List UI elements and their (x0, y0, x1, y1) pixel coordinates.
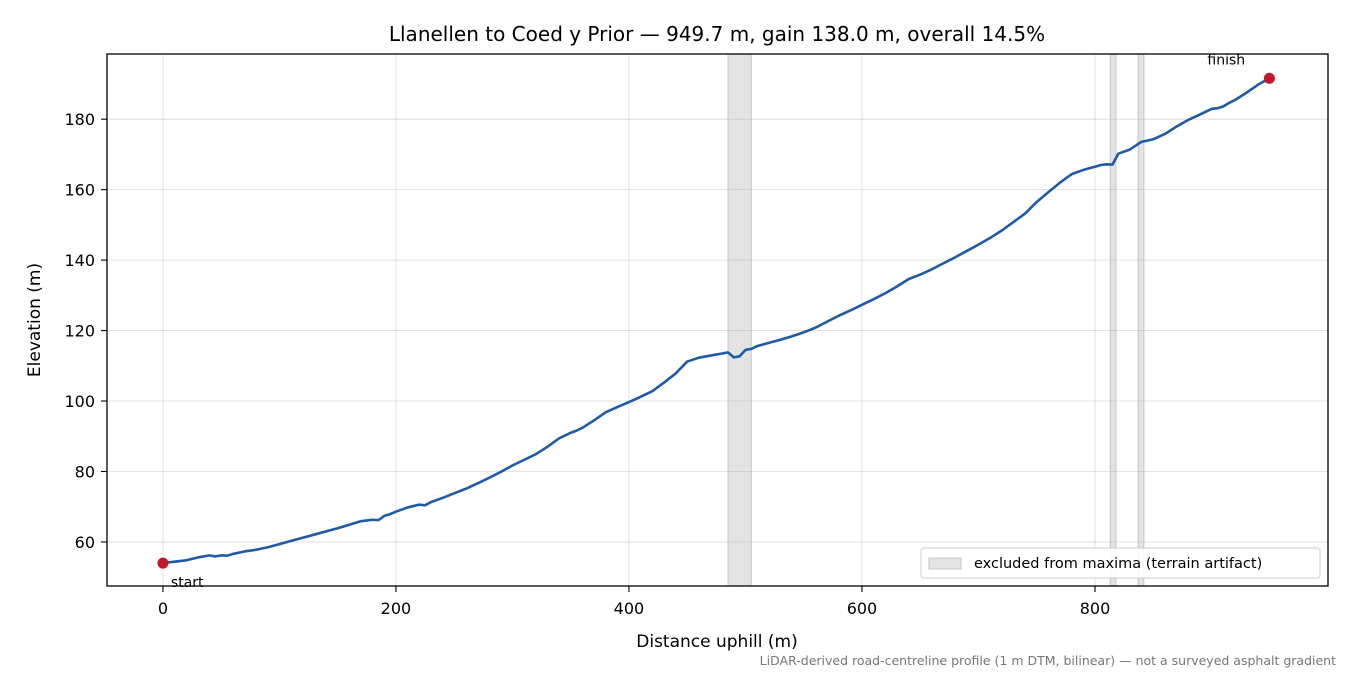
y-tick-label-2: 100 (64, 392, 95, 411)
plot-frame (106, 53, 1329, 587)
y-tick-label-5: 160 (64, 181, 95, 200)
footnote: LiDAR-derived road-centreline profile (1… (760, 653, 1336, 668)
grid-lines (107, 54, 1328, 586)
axis-ticks: 0 200 400 600 800 60 80 100 120 140 160 180 (64, 110, 1110, 618)
finish-label: finish (1207, 52, 1245, 68)
y-tick-label-6: 180 (64, 110, 95, 129)
y-tick-label-1: 80 (75, 462, 95, 481)
start-label: start (171, 575, 204, 591)
x-tick-label-0: 0 (158, 599, 168, 618)
chart-title: Llanellen to Coed y Prior — 949.7 m, gai… (389, 22, 1045, 46)
y-tick-label-4: 140 (64, 251, 95, 270)
series-layer (161, 77, 1271, 565)
legend-swatch-excluded (928, 557, 962, 570)
legend-box (920, 547, 1321, 579)
y-tick-label-0: 60 (75, 533, 95, 552)
y-axis-label: Elevation (m) (25, 263, 45, 377)
excluded-band-2 (1137, 53, 1145, 587)
x-axis-label: Distance uphill (m) (636, 632, 797, 652)
excluded-band-1 (1109, 53, 1117, 587)
excluded-band-0 (727, 53, 752, 587)
x-tick-label-3: 600 (847, 599, 878, 618)
y-tick-label-3: 120 (64, 322, 95, 341)
x-tick-label-2: 400 (614, 599, 645, 618)
endpoint-markers: start finish (157, 52, 1275, 591)
finish-marker (1263, 72, 1275, 84)
x-tick-label-4: 800 (1080, 599, 1111, 618)
x-tick-label-1: 200 (381, 599, 412, 618)
legend-label-excluded: excluded from maxima (terrain artifact) (974, 556, 1262, 572)
start-marker (157, 557, 169, 569)
elevation-line-0 (161, 77, 1271, 565)
legend: excluded from maxima (terrain artifact) (920, 547, 1321, 579)
